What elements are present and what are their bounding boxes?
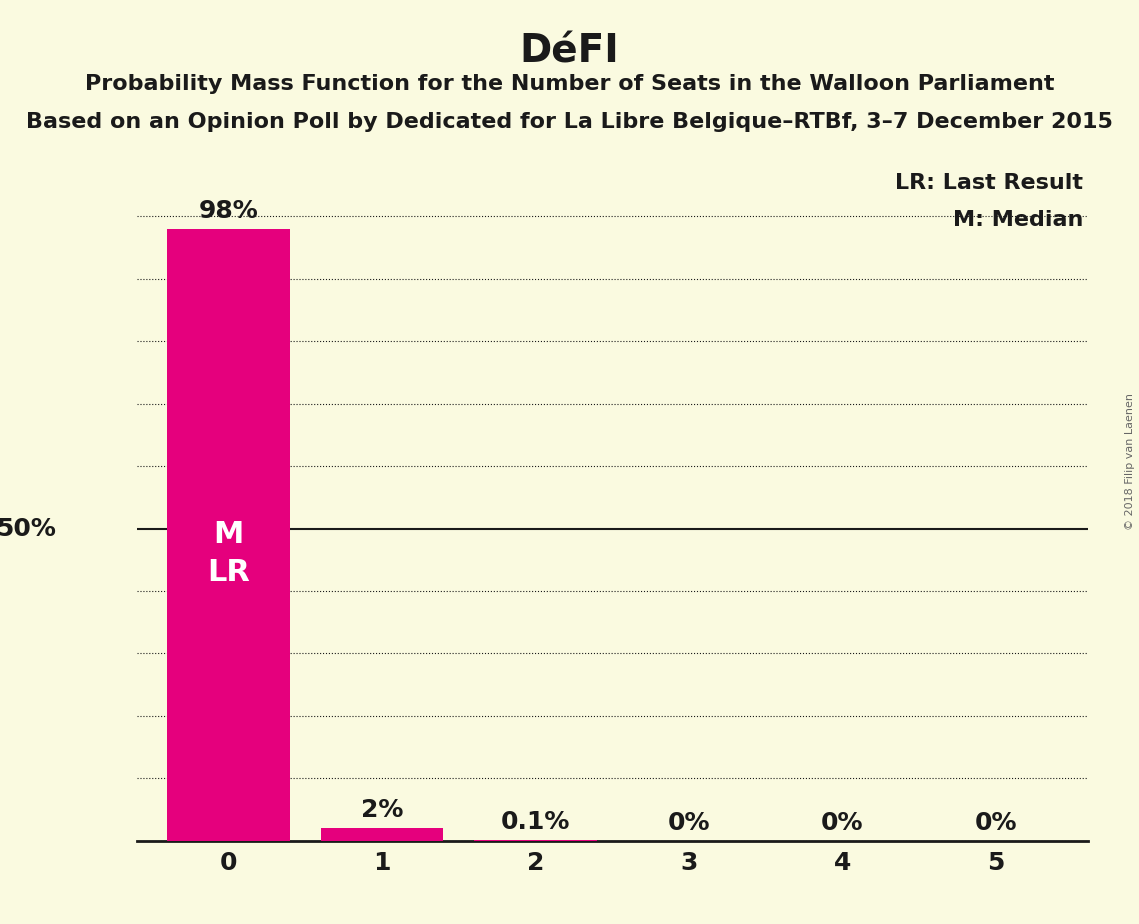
Text: © 2018 Filip van Laenen: © 2018 Filip van Laenen — [1125, 394, 1134, 530]
Text: 0%: 0% — [975, 810, 1017, 834]
Text: 98%: 98% — [199, 199, 259, 223]
Bar — [167, 229, 290, 841]
Text: 50%: 50% — [0, 517, 56, 541]
Text: 0.1%: 0.1% — [501, 810, 571, 834]
Bar — [321, 828, 443, 841]
Text: M
LR: M LR — [207, 520, 251, 587]
Text: 0%: 0% — [667, 810, 710, 834]
Text: 0%: 0% — [821, 810, 863, 834]
Text: 2%: 2% — [361, 798, 403, 822]
Text: DéFI: DéFI — [519, 32, 620, 70]
Text: Probability Mass Function for the Number of Seats in the Walloon Parliament: Probability Mass Function for the Number… — [84, 74, 1055, 94]
Text: LR: Last Result: LR: Last Result — [895, 173, 1083, 193]
Text: Based on an Opinion Poll by Dedicated for La Libre Belgique–RTBf, 3–7 December 2: Based on an Opinion Poll by Dedicated fo… — [26, 112, 1113, 132]
Text: M: Median: M: Median — [952, 210, 1083, 230]
